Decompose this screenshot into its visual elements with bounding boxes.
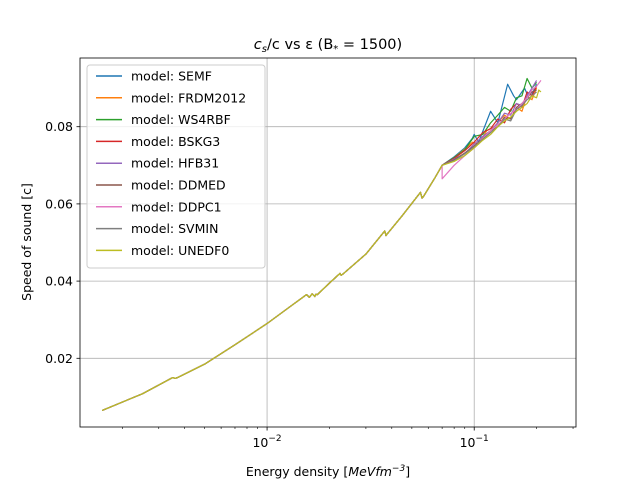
y-tick-label: 0.06 [45,196,73,211]
y-tick-label: 0.08 [45,119,73,134]
legend-label: model: FRDM2012 [131,90,246,105]
series-lines [101,77,542,411]
legend-label: model: SVMIN [131,221,218,236]
y-tick-label: 0.04 [45,274,73,289]
y-axis-label: Speed of sound [c] [19,183,34,301]
x-tick-label: 10−1 [460,434,489,450]
legend-label: model: WS4RBF [131,112,231,127]
legend-label: model: UNEDF0 [131,243,229,258]
y-tick-label: 0.02 [45,351,73,366]
series-line-unedf0 [101,89,542,411]
legend-label: model: SEMF [131,69,212,84]
legend-box [86,64,266,269]
x-tick-label: 10−2 [252,434,281,450]
chart-title: cs/c vs ε (B* = 1500) [254,37,402,55]
legend-label: model: BSKG3 [131,134,220,149]
x-axis-label: Energy density [MeVfm−3] [246,464,410,479]
axes-frame [79,57,577,428]
legend-label: model: HFB31 [131,156,219,171]
legend: model: SEMF model: FRDM2012 model: WS4RBF m… [86,64,266,269]
legend-label: model: DDPC1 [131,199,222,214]
ticks: 0.02 0.04 0.06 0.08 10−2 10−1 [45,119,574,450]
legend-label: model: DDMED [131,178,226,193]
